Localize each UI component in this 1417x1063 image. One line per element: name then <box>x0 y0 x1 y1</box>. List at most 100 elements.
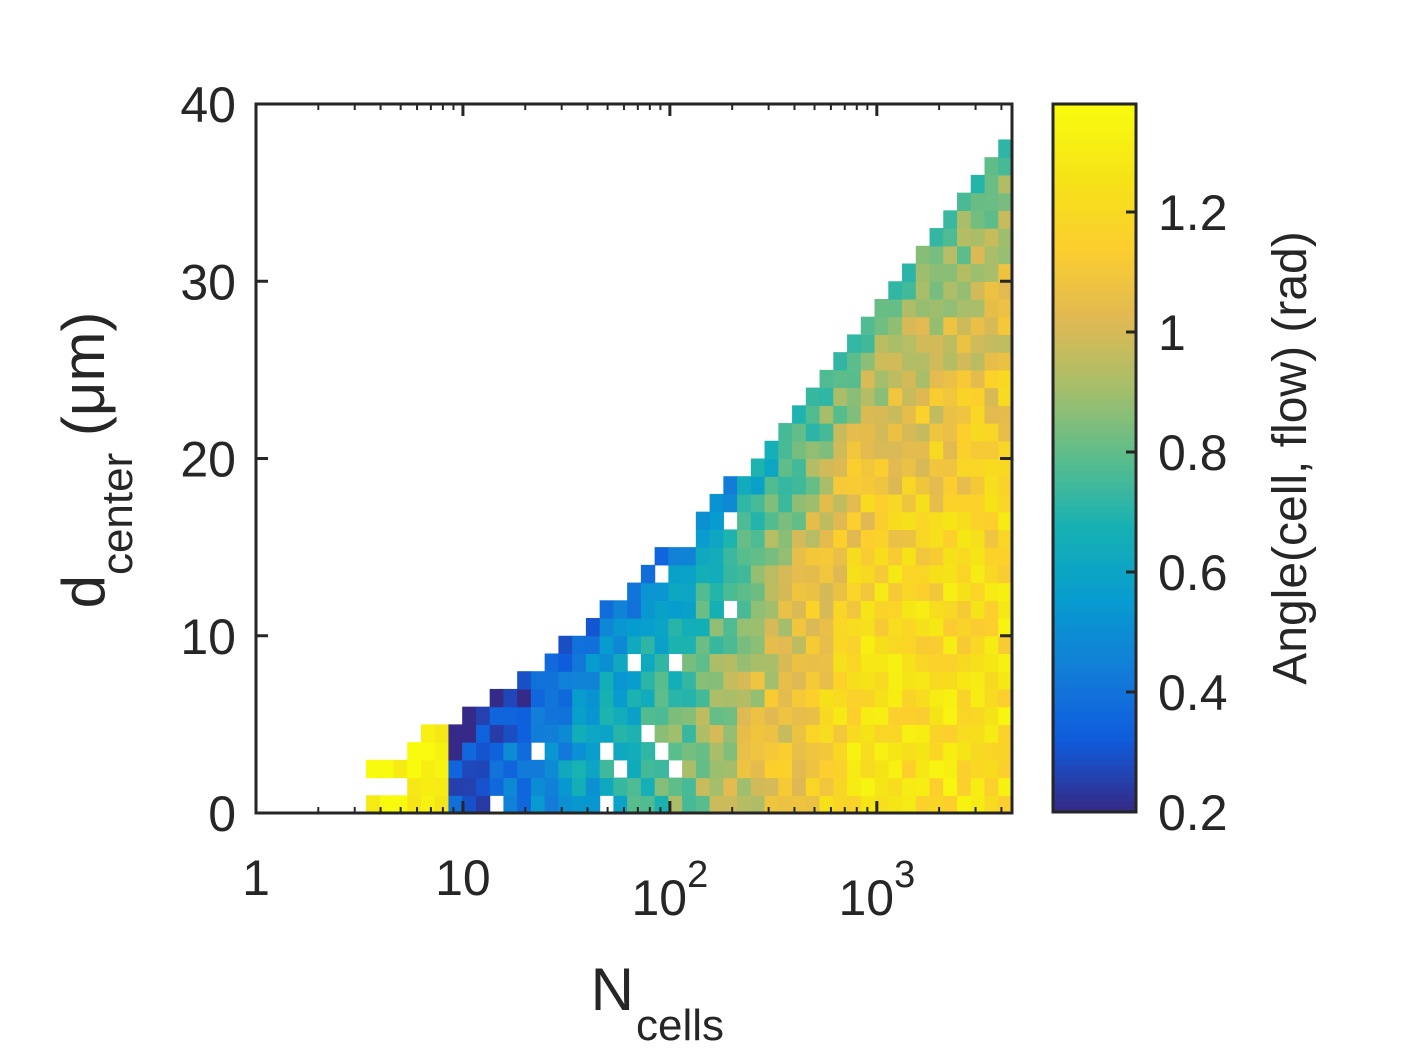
heatmap-cell <box>929 423 944 442</box>
y-tick-label: 30 <box>180 254 236 310</box>
heatmap-cell <box>998 352 1013 371</box>
heatmap-cell <box>984 174 999 194</box>
colorbar-segment <box>1053 286 1136 294</box>
heatmap-cell <box>750 600 766 619</box>
heatmap-cell <box>503 688 518 708</box>
heatmap-cell <box>915 281 931 300</box>
heatmap-cell <box>489 724 505 743</box>
heatmap-cell <box>915 387 931 406</box>
heatmap-cell <box>407 795 422 814</box>
heatmap-cell <box>888 440 903 460</box>
heatmap-cell <box>709 795 724 814</box>
heatmap-cell <box>984 759 999 779</box>
heatmap-cell <box>957 263 972 282</box>
heatmap-cell <box>695 759 711 779</box>
colorbar-segment <box>1053 635 1136 642</box>
heatmap-cell <box>943 334 958 353</box>
heatmap-cell <box>778 795 793 814</box>
heatmap-cell <box>737 724 752 743</box>
heatmap-cell <box>998 547 1013 566</box>
colorbar-segment <box>1053 747 1136 754</box>
colorbar-segment <box>1053 570 1136 577</box>
heatmap-cell <box>860 405 876 424</box>
colorbar-label-group: Angle(cell, flow) (rad) <box>1264 231 1317 684</box>
heatmap-cell <box>723 724 738 743</box>
heatmap-cell <box>778 440 793 460</box>
heatmap-cell <box>833 635 848 655</box>
heatmap-cell <box>970 245 986 265</box>
heatmap-cell <box>860 316 876 336</box>
heatmap-cell <box>585 635 601 655</box>
heatmap-cell <box>640 688 656 708</box>
colorbar-segment <box>1053 499 1136 506</box>
colorbar-segment <box>1053 646 1136 654</box>
heatmap-cell <box>998 369 1013 389</box>
colorbar-segment <box>1053 717 1136 725</box>
heatmap-cell <box>929 600 944 619</box>
heatmap-cell <box>764 493 779 513</box>
heatmap-cell <box>984 281 999 300</box>
heatmap-cell <box>874 298 889 318</box>
colorbar-segment <box>1053 522 1136 530</box>
heatmap-cell <box>874 440 889 460</box>
heatmap-cell <box>613 688 628 708</box>
heatmap-cell <box>970 529 986 548</box>
heatmap-cell <box>970 334 986 353</box>
heatmap-cell <box>943 458 958 477</box>
colorbar-segment <box>1053 546 1136 554</box>
heatmap-cell <box>860 423 876 442</box>
heatmap-cell <box>668 688 683 708</box>
heatmap-cell <box>805 405 821 424</box>
colorbar-tick-label: 1 <box>1158 305 1186 361</box>
heatmap-cell <box>613 653 628 672</box>
colorbar-segment <box>1053 210 1136 217</box>
heatmap-cell <box>750 476 766 495</box>
heatmap-cell <box>957 600 972 619</box>
heatmap-cell <box>833 423 848 442</box>
heatmap-cell <box>709 724 724 743</box>
heatmap-cell <box>943 369 958 389</box>
heatmap-cell <box>902 564 917 584</box>
colorbar-segment <box>1053 428 1136 436</box>
heatmap-cell <box>998 653 1013 672</box>
heatmap-cell <box>764 564 779 584</box>
heatmap-cell <box>888 458 903 477</box>
heatmap-cell <box>764 759 779 779</box>
colorbar-segment <box>1053 658 1136 666</box>
heatmap-cell <box>860 706 876 725</box>
heatmap-cell <box>805 795 821 814</box>
colorbar-segment <box>1053 180 1136 188</box>
heatmap-cell <box>627 671 642 690</box>
heatmap-cell <box>860 334 876 353</box>
heatmap-cell <box>517 671 532 690</box>
heatmap-cell <box>393 795 408 814</box>
heatmap-cell <box>668 547 683 566</box>
heatmap-cell <box>434 742 450 761</box>
heatmap-cell <box>420 742 436 761</box>
heatmap-cell <box>943 547 958 566</box>
heatmap-cell <box>970 600 986 619</box>
heatmap-cell <box>682 706 697 725</box>
colorbar-segment <box>1053 806 1136 813</box>
heatmap-cell <box>929 795 944 814</box>
heatmap-cell <box>847 618 862 637</box>
heatmap-cell <box>998 210 1013 229</box>
heatmap-cell <box>984 263 999 282</box>
heatmap-cell <box>640 653 656 672</box>
heatmap-cell <box>778 759 793 779</box>
heatmap-cell <box>957 423 972 442</box>
heatmap-cell <box>929 298 944 318</box>
heatmap-cell <box>434 759 450 779</box>
heatmap-cell <box>929 547 944 566</box>
heatmap-cell <box>682 635 697 655</box>
heatmap-cell <box>957 228 972 247</box>
heatmap-cell <box>585 795 601 814</box>
colorbar-segment <box>1053 233 1136 241</box>
heatmap-cell <box>668 635 683 655</box>
heatmap-cell <box>833 582 848 601</box>
heatmap-cell <box>943 476 958 495</box>
heatmap-cell <box>874 369 889 389</box>
heatmap-cell <box>750 635 766 655</box>
heatmap-cell <box>943 688 958 708</box>
heatmap-cell <box>860 759 876 779</box>
